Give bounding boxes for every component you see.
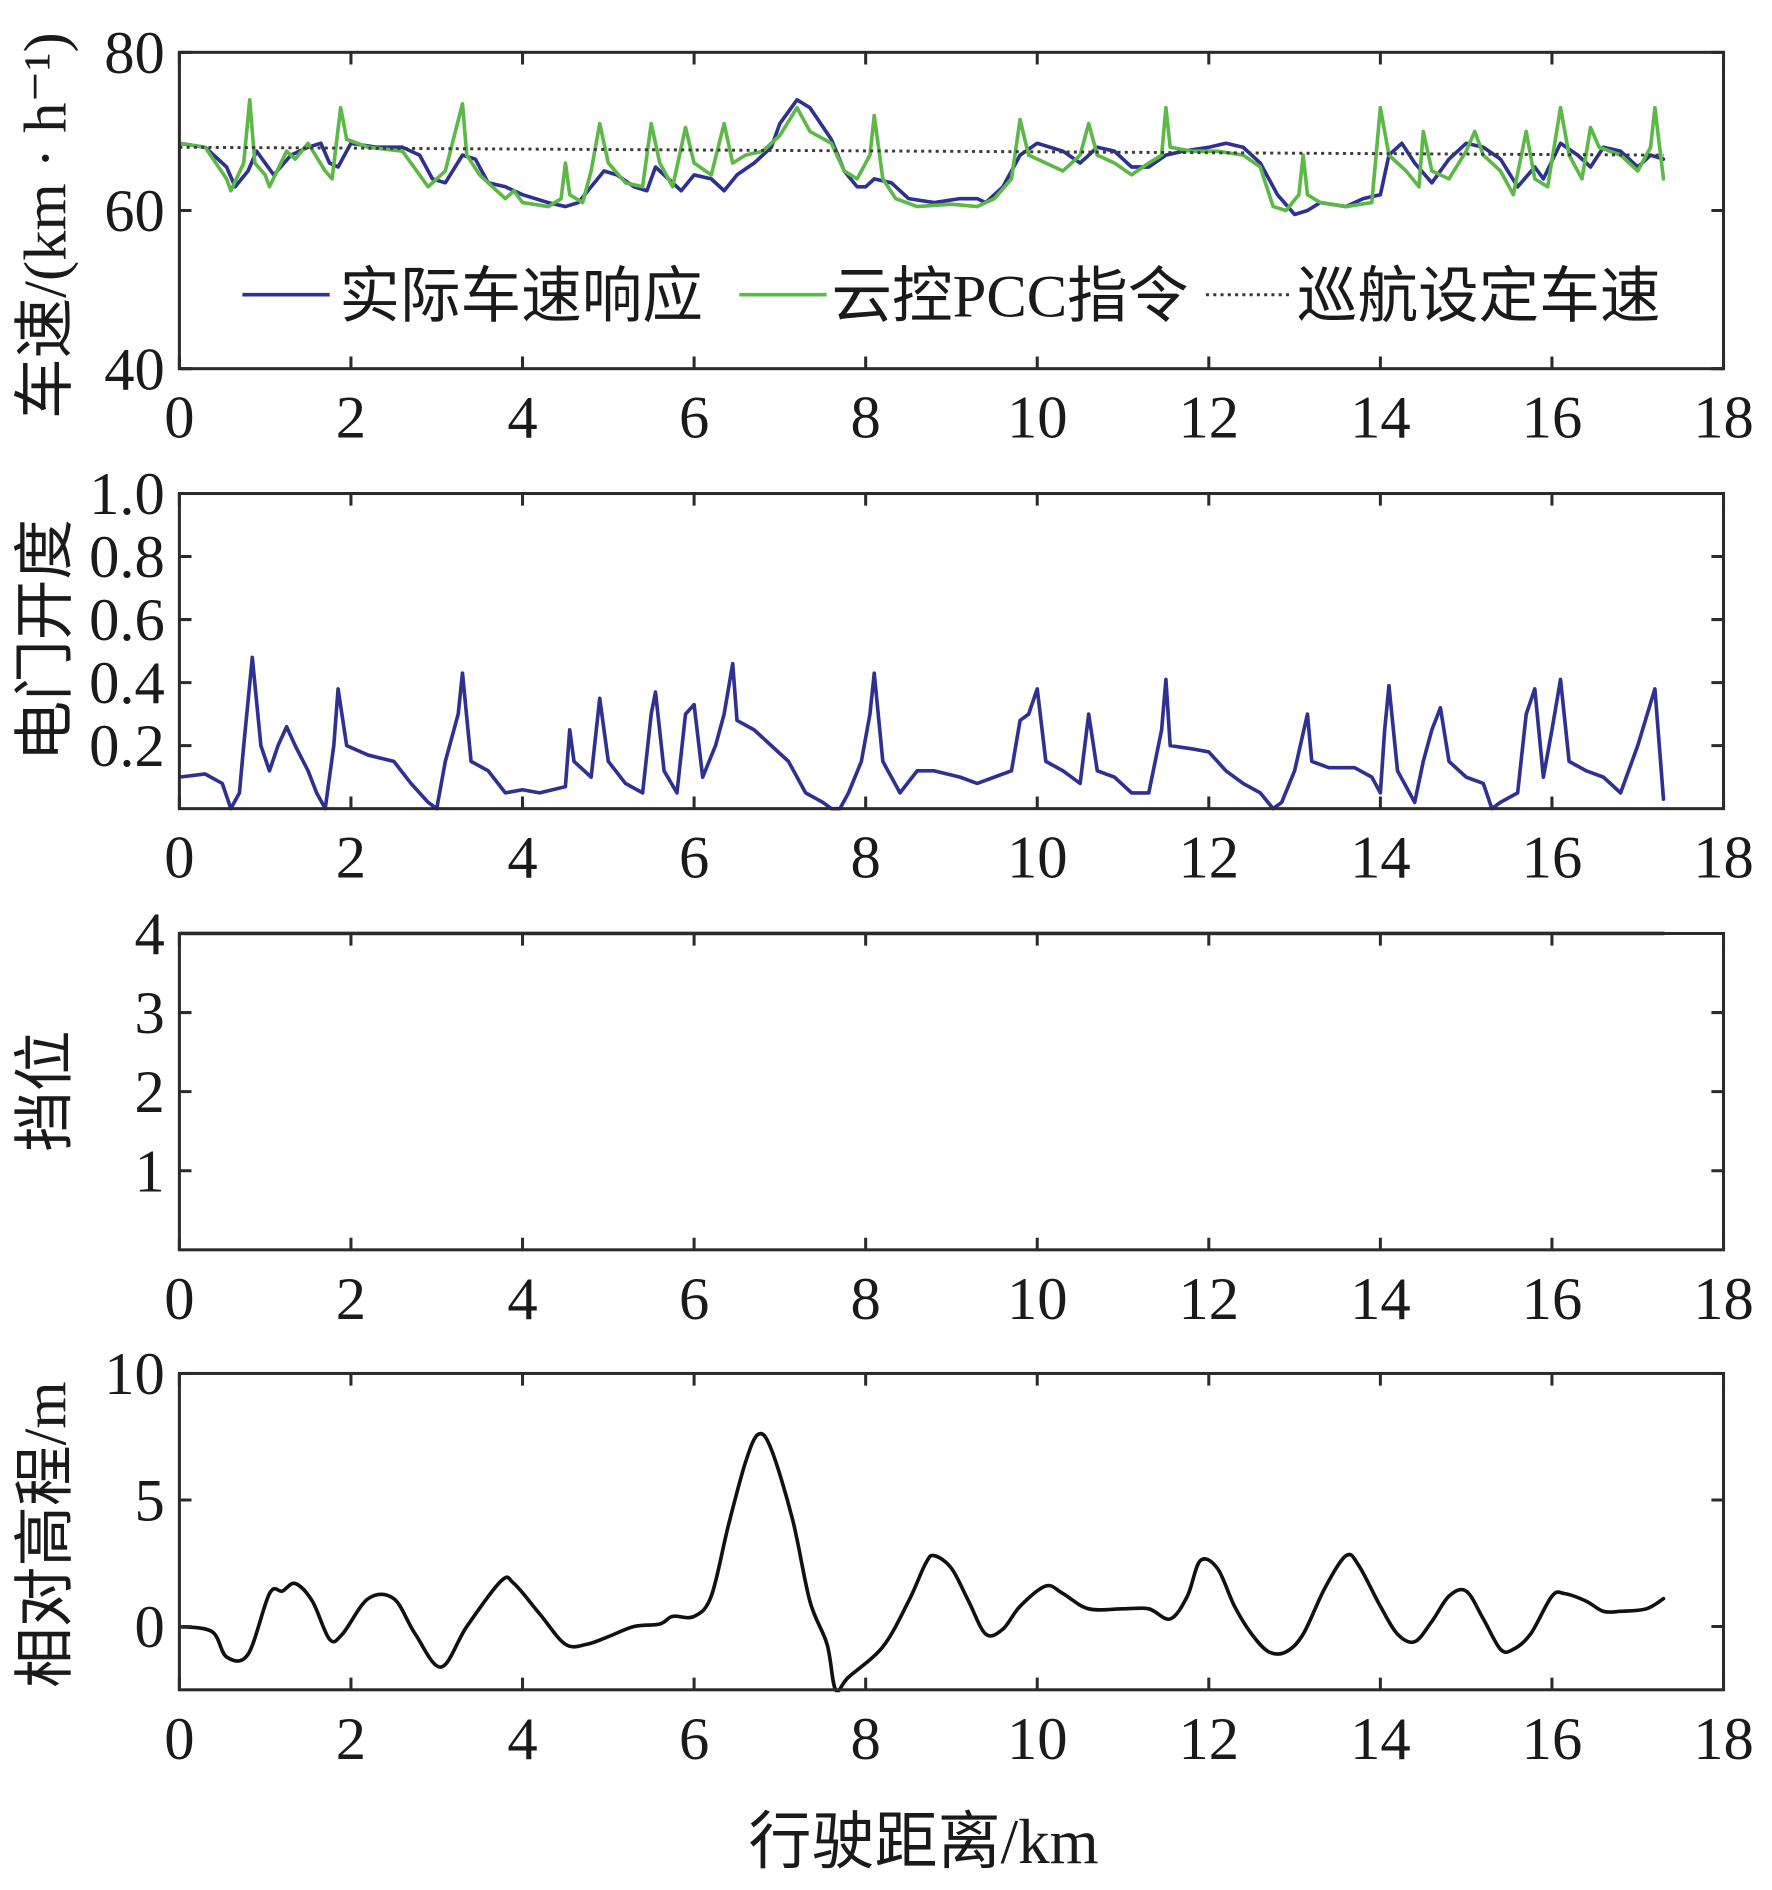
legend-label: 实际车速响应 [339,264,703,331]
x-tick-label: 12 [1179,1706,1240,1773]
x-tick-label: 10 [1007,825,1068,892]
speed-panel-series [179,97,1666,217]
x-tick-label: 2 [336,825,366,892]
y-tick-label: 0.8 [89,524,165,591]
x-tick-label: 8 [851,825,881,892]
cruise-setpoint-line [179,145,1664,157]
throttle-panel-series [179,655,1666,811]
x-tick-label: 2 [336,385,366,452]
legend-label: 巡航设定车速 [1297,264,1661,331]
relative-elevation-line [179,1431,1666,1693]
throttle-opening-line [179,655,1666,811]
y-tick-label: 3 [135,980,165,1047]
gear-panel-axes-box [177,931,1726,1252]
y-tick-label: 60 [104,178,165,245]
x-tick-label: 14 [1350,1266,1411,1333]
x-tick-label: 10 [1007,1706,1068,1773]
x-tick-label: 8 [851,385,881,452]
x-tick-label: 10 [1007,1266,1068,1333]
y-tick-label: 4 [135,901,165,968]
x-tick-label: 4 [507,825,537,892]
pcc-command-line [179,97,1666,213]
x-tick-label: 2 [336,1706,366,1773]
x-tick-label: 16 [1522,1706,1583,1773]
x-tick-label: 4 [507,1266,537,1333]
x-tick-label: 0 [164,1706,194,1773]
y-tick-label: 5 [135,1468,165,1535]
x-tick-label: 12 [1179,385,1240,452]
x-tick-label: 6 [679,385,709,452]
x-tick-label: 16 [1522,825,1583,892]
y-tick-label: 0.2 [89,713,165,780]
x-tick-label: 4 [507,385,537,452]
x-tick-label: 4 [507,1706,537,1773]
elevation-panel-axes-box [177,1371,1726,1692]
x-tick-label: 6 [679,1706,709,1773]
gear-panel-ylabel: 挡位 [12,1030,79,1151]
y-tick-label: 0 [135,1594,165,1661]
legend: 实际车速响应 云控PCC指令 巡航设定车速 [242,264,1660,331]
y-tick-label: 40 [104,336,165,403]
speed-panel: 0 2 4 6 8 10 12 14 16 18 40 60 80 车速/(km · h⁻¹) 实际车速响应… [12,20,1753,452]
x-tick-label: 0 [164,825,194,892]
y-tick-label: 0.4 [89,650,165,717]
x-tick-label: 18 [1693,825,1754,892]
x-tick-label: 0 [164,385,194,452]
speed-panel-ylabel: 车速/(km · h⁻¹) [12,32,79,419]
x-tick-label: 18 [1693,1706,1754,1773]
x-tick-label: 2 [336,1266,366,1333]
x-tick-label: 18 [1693,1266,1754,1333]
y-tick-label: 1.0 [89,461,165,528]
x-tick-label: 12 [1179,1266,1240,1333]
legend-label: 云控PCC指令 [831,264,1188,331]
x-tick-label: 6 [679,1266,709,1333]
x-tick-label: 16 [1522,1266,1583,1333]
x-tick-label: 0 [164,1266,194,1333]
y-tick-label: 0.6 [89,587,165,654]
elevation-panel-ylabel: 相对高程/m [12,1381,79,1687]
elevation-panel-series [179,1431,1666,1693]
x-tick-label: 14 [1350,1706,1411,1773]
x-axis-label: 行驶距离/km [749,1807,1099,1877]
x-tick-label: 16 [1522,385,1583,452]
throttle-panel-ylabel: 电门开度 [12,519,79,761]
elevation-panel: 0 2 4 6 8 10 12 14 16 18 0 5 10 相对高程/m 行驶距离/km [12,1341,1753,1877]
x-tick-label: 6 [679,825,709,892]
x-tick-label: 8 [851,1266,881,1333]
throttle-panel-axes-box [177,492,1726,811]
y-tick-label: 10 [104,1341,165,1408]
y-tick-label: 2 [135,1059,165,1126]
y-tick-label: 80 [104,20,165,87]
x-tick-label: 14 [1350,825,1411,892]
x-tick-label: 18 [1693,385,1754,452]
y-tick-label: 1 [135,1138,165,1205]
actual-speed-line [179,97,1666,217]
x-tick-label: 14 [1350,385,1411,452]
x-tick-label: 8 [851,1706,881,1773]
x-tick-label: 12 [1179,825,1240,892]
x-tick-label: 10 [1007,385,1068,452]
